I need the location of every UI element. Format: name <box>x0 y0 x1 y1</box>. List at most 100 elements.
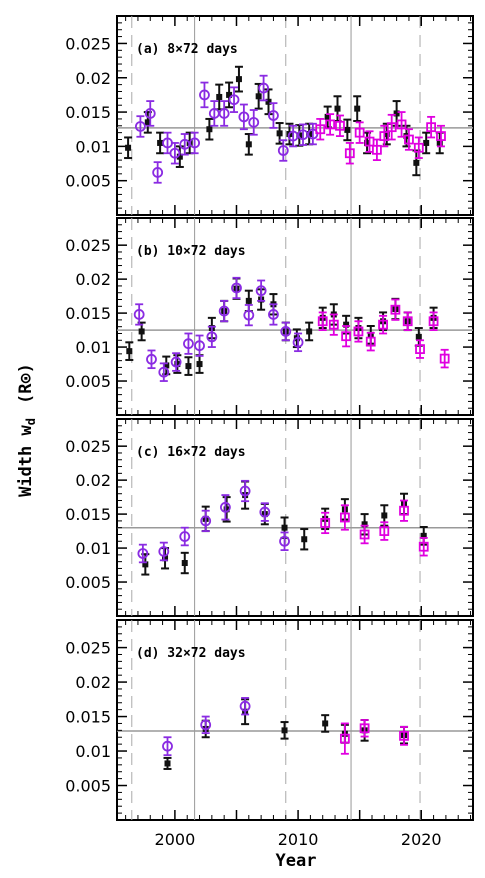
data-point <box>226 91 233 98</box>
data-point <box>176 153 183 160</box>
data-point <box>179 138 191 150</box>
data-point <box>404 134 414 145</box>
data-point <box>381 512 388 519</box>
data-point <box>276 130 283 137</box>
data-point <box>137 548 149 559</box>
panel-label: (d) 32×72 days <box>136 646 246 661</box>
series-purple-open-circle <box>133 276 304 382</box>
data-point <box>245 141 252 148</box>
data-point <box>390 304 401 315</box>
y-tick-label: 0.015 <box>65 304 111 323</box>
y-tick-label: 0.025 <box>65 639 111 658</box>
data-point <box>265 98 272 105</box>
data-point <box>359 723 370 734</box>
data-point <box>218 305 230 317</box>
data-point <box>200 719 212 731</box>
y-tick-label: 0.005 <box>65 777 111 796</box>
data-point <box>196 361 203 368</box>
data-point <box>268 309 279 320</box>
data-point <box>138 328 145 335</box>
data-point <box>317 316 328 327</box>
data-point <box>158 366 170 378</box>
panel-label: (c) 16×72 days <box>136 445 246 460</box>
x-tick-label: 2000 <box>155 830 196 849</box>
data-point <box>243 309 255 321</box>
data-point <box>235 76 242 83</box>
data-point <box>125 144 132 151</box>
data-point <box>144 108 156 119</box>
data-point <box>163 362 170 369</box>
data-point <box>259 506 271 518</box>
data-point <box>152 167 164 178</box>
panel-d: 0.005 0.01 0.015 0.02 0.025 2000 2010 2020 (d) 3… <box>65 619 474 849</box>
data-point <box>194 340 205 352</box>
data-point <box>199 89 210 101</box>
data-point <box>415 333 422 340</box>
data-point <box>328 319 339 330</box>
data-point <box>142 561 149 568</box>
data-point <box>181 560 188 567</box>
data-point <box>418 541 429 552</box>
y-tick-label: 0.01 <box>75 338 111 357</box>
data-point <box>324 113 331 120</box>
series-magenta-open-square <box>317 298 450 369</box>
data-point <box>353 326 364 337</box>
data-point <box>402 316 413 327</box>
data-point <box>428 316 439 327</box>
y-axis-title-subscript: d <box>24 418 38 425</box>
data-point <box>364 139 371 146</box>
data-point <box>292 336 304 348</box>
data-point <box>231 282 242 294</box>
data-point <box>339 512 350 523</box>
data-point <box>170 356 182 368</box>
data-point <box>223 506 230 513</box>
y-tick-label: 0.01 <box>75 137 111 156</box>
plot-frame <box>116 418 474 617</box>
data-point <box>354 127 365 138</box>
data-point <box>372 144 382 155</box>
data-point <box>426 122 437 133</box>
data-point <box>335 120 345 131</box>
data-point <box>393 110 400 117</box>
data-point <box>239 485 251 497</box>
x-tick-label: 2010 <box>278 830 319 849</box>
data-point <box>396 119 407 130</box>
y-tick-label: 0.005 <box>65 372 111 391</box>
data-point <box>189 137 201 149</box>
data-point <box>169 147 181 159</box>
data-point <box>379 131 390 141</box>
data-point <box>277 145 289 156</box>
panel-a: 0.005 0.01 0.015 0.02 0.025 (a) 8×72 days <box>65 15 474 216</box>
data-point <box>183 338 194 350</box>
y-tick-label: 0.005 <box>65 172 111 191</box>
plot-frame <box>116 15 474 216</box>
y-axis-title-main: Width w <box>16 425 36 497</box>
data-point <box>206 126 213 133</box>
data-point <box>415 344 425 355</box>
data-point <box>162 740 173 752</box>
data-point <box>379 526 390 536</box>
y-tick-label: 0.02 <box>75 270 111 289</box>
data-point <box>364 136 375 147</box>
data-point <box>361 521 368 528</box>
data-point <box>238 111 250 123</box>
data-point <box>436 139 443 146</box>
data-point <box>280 326 292 337</box>
y-tick-label: 0.015 <box>65 505 111 524</box>
y-tick-label: 0.025 <box>65 437 111 456</box>
y-tick-label: 0.015 <box>65 103 111 122</box>
data-point <box>436 131 446 141</box>
data-point <box>158 546 170 557</box>
data-point <box>399 730 409 741</box>
y-tick-label: 0.01 <box>75 742 111 761</box>
data-point <box>255 93 262 100</box>
y-axis-title: Width wd (R⊙) <box>16 363 38 497</box>
data-point <box>439 353 450 364</box>
data-point <box>420 532 427 539</box>
plot-frame <box>116 619 474 821</box>
y-tick-label: 0.015 <box>65 708 111 727</box>
panel-b: 0.005 0.01 0.015 0.02 0.025 (b) 10×72 days <box>65 217 474 416</box>
series-magenta-open-square <box>315 111 446 165</box>
